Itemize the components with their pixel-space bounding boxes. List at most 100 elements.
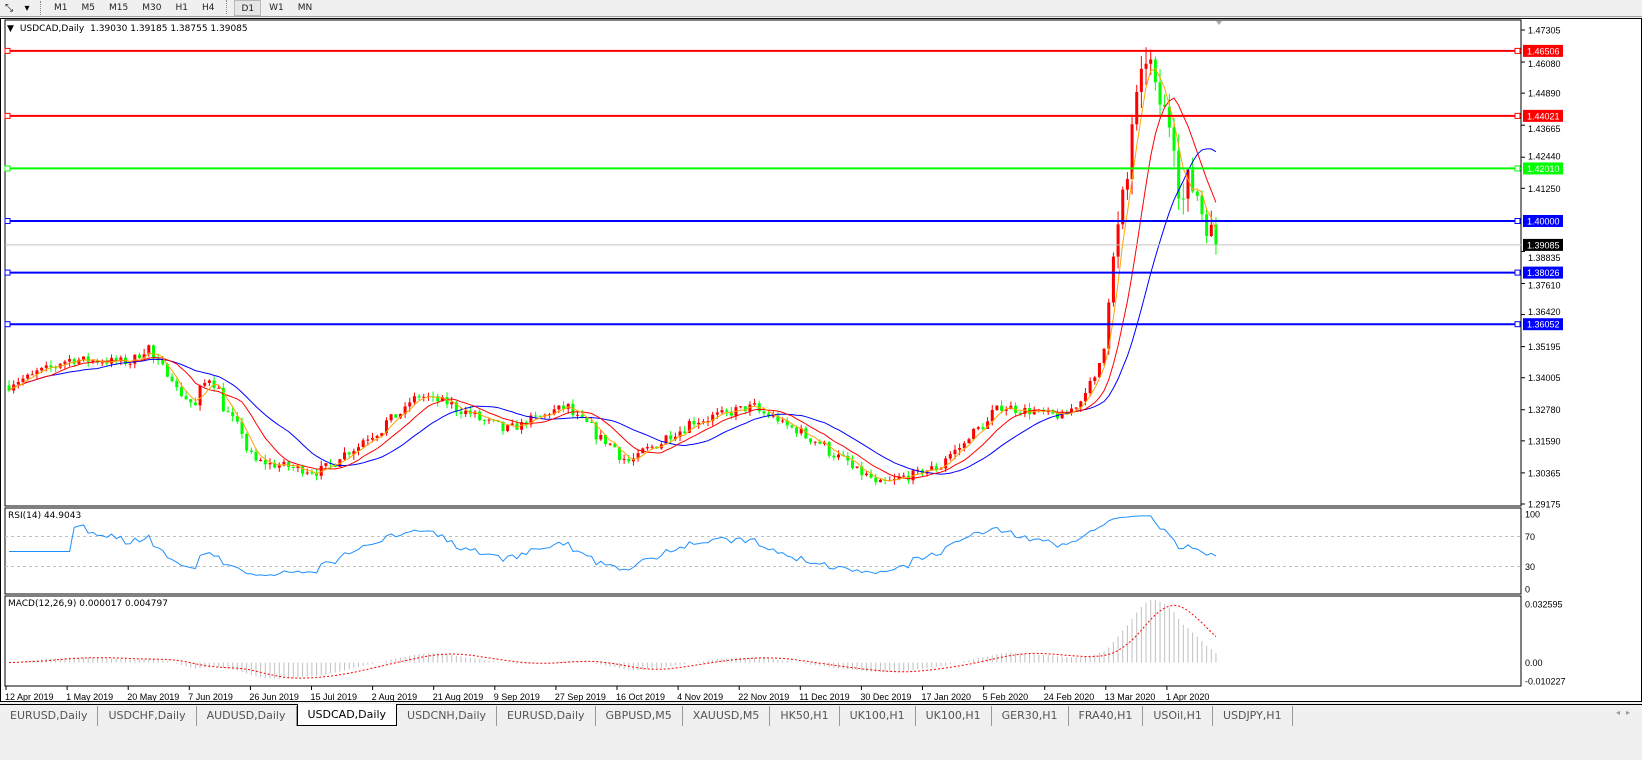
- candle-body: [1149, 59, 1153, 64]
- candle-body: [1116, 224, 1120, 257]
- candle-body: [375, 435, 379, 438]
- current-price-badge: [1523, 238, 1563, 251]
- candle-body: [77, 359, 81, 364]
- candle-body: [948, 454, 952, 459]
- candle-body: [1111, 256, 1115, 303]
- candle-body: [706, 421, 710, 423]
- candle-body: [869, 473, 873, 478]
- candle: [790, 424, 794, 429]
- candle-body: [673, 436, 677, 440]
- candle-body: [184, 396, 188, 400]
- level-price-badge: [1523, 162, 1563, 175]
- candle: [846, 451, 850, 466]
- candle: [1125, 172, 1129, 200]
- candle: [1144, 47, 1148, 85]
- price-tick-label: 1.43665: [1528, 124, 1561, 134]
- candle: [1153, 56, 1157, 91]
- candle-body: [445, 397, 449, 405]
- candle-body: [995, 405, 999, 410]
- candle-body: [203, 383, 207, 386]
- candle-body: [1186, 169, 1190, 199]
- timeframe-mn[interactable]: MN: [297, 3, 313, 13]
- chart-canvas[interactable]: 1.47305 1.46080 1.44890 1.43665 1.42440 1.412…: [1, 19, 1642, 703]
- candle-body: [711, 414, 715, 422]
- candle-body: [850, 460, 854, 468]
- candle-body: [1177, 150, 1181, 199]
- candle: [683, 425, 687, 435]
- level-price-badge: [1523, 214, 1563, 227]
- timeframe-m15[interactable]: M15: [109, 3, 129, 13]
- candle: [1191, 157, 1195, 193]
- chart-tab[interactable]: FRA40,H1: [1069, 706, 1144, 726]
- candle-body: [967, 439, 971, 444]
- candle: [478, 409, 482, 422]
- candle-body: [809, 438, 813, 442]
- candle-body: [49, 365, 53, 368]
- timeframe-d1[interactable]: D1: [234, 0, 262, 16]
- candle: [417, 393, 421, 401]
- chart-tab[interactable]: UK100,H1: [840, 706, 916, 726]
- level-handle-left: [4, 47, 11, 54]
- chart-tab[interactable]: EURUSD,Daily: [497, 706, 596, 726]
- candle-body: [678, 431, 682, 437]
- candle: [422, 393, 426, 402]
- timeframe-h1[interactable]: H1: [175, 3, 188, 13]
- chart-tab[interactable]: AUDUSD,Daily: [197, 706, 297, 726]
- level-handle-left: [4, 217, 11, 224]
- chart-window[interactable]: 1.47305 1.46080 1.44890 1.43665 1.42440 1.412…: [0, 18, 1642, 702]
- candle-body: [1000, 405, 1004, 411]
- chart-tab[interactable]: USDCHF,Daily: [98, 706, 197, 726]
- chart-tab[interactable]: GER30,H1: [992, 706, 1069, 726]
- candle-body: [417, 396, 421, 398]
- candle: [412, 392, 416, 406]
- level-handle-right: [1514, 47, 1521, 54]
- candle: [1056, 408, 1059, 421]
- candle-body: [436, 396, 440, 402]
- timeframe-h4[interactable]: H4: [201, 3, 215, 13]
- date-tick-label: 17 Jan 2020: [922, 692, 972, 702]
- chart-tab[interactable]: EURUSD,Daily: [0, 706, 99, 726]
- candle-body: [720, 410, 724, 413]
- candle: [995, 405, 999, 411]
- chart-tab[interactable]: XAUUSD,M5: [683, 706, 771, 726]
- candle-body: [972, 428, 976, 440]
- timeframe-m30[interactable]: M30: [142, 3, 162, 13]
- candle: [976, 426, 980, 431]
- candle-body: [515, 423, 519, 430]
- chart-tab[interactable]: USDCNH,Daily: [397, 706, 498, 726]
- candle-body: [781, 420, 785, 422]
- chart-tab[interactable]: USOil,H1: [1143, 706, 1213, 726]
- candle: [1209, 210, 1213, 237]
- chart-tab[interactable]: USDJPY,H1: [1213, 706, 1293, 726]
- date-tick-label: 9 Sep 2019: [494, 692, 540, 702]
- candle: [203, 379, 207, 388]
- candle-body: [1079, 401, 1083, 408]
- date-tick-label: 30 Dec 2019: [860, 692, 911, 702]
- candle-body: [370, 437, 374, 440]
- candle-body: [562, 405, 566, 409]
- timeframe-m1[interactable]: M1: [54, 3, 68, 13]
- candle-body: [538, 415, 542, 417]
- candle: [874, 473, 878, 486]
- status-area: [0, 726, 1642, 760]
- chart-tab[interactable]: GBPUSD,M5: [596, 706, 683, 726]
- chart-tab[interactable]: USDCAD,Daily: [296, 704, 398, 726]
- timeframe-m5[interactable]: M5: [81, 3, 96, 13]
- candle-body: [217, 387, 221, 389]
- candle-body: [687, 420, 691, 433]
- candle-body: [54, 367, 58, 369]
- candle-body: [548, 414, 552, 416]
- timeframe-w1[interactable]: W1: [269, 3, 284, 13]
- dropdown-arrow-icon[interactable]: ▾: [24, 2, 30, 14]
- candle: [515, 419, 519, 430]
- date-tick-label: 16 Oct 2019: [616, 692, 665, 702]
- line-studies-icon[interactable]: ⤡: [5, 2, 13, 14]
- level-price-label: 1.42010: [1527, 164, 1560, 174]
- tab-scroll-arrows-icon[interactable]: ◂▸: [1615, 708, 1636, 717]
- chart-menu-arrow-icon[interactable]: ▼: [7, 24, 14, 34]
- chart-tab[interactable]: UK100,H1: [916, 706, 992, 726]
- candle-body: [953, 449, 957, 455]
- candle-body: [981, 427, 985, 429]
- candle: [1200, 190, 1204, 221]
- chart-tab[interactable]: HK50,H1: [770, 706, 840, 726]
